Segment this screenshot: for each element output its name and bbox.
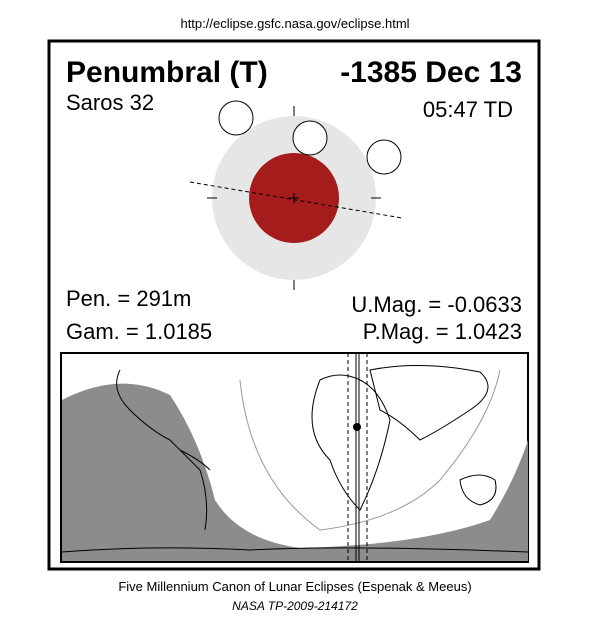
- moon-path: [189, 181, 403, 219]
- footer-ref: NASA TP-2009-214172: [232, 599, 358, 613]
- moon: [218, 100, 254, 136]
- moon: [366, 139, 402, 175]
- source-url: http://eclipse.gsfc.nasa.gov/eclipse.htm…: [180, 16, 409, 31]
- saros: Saros 32: [66, 90, 154, 115]
- penumbral-magnitude: P.Mag. = 1.0423: [363, 319, 522, 344]
- axis-ticks: [207, 106, 381, 290]
- footer-title: Five Millennium Canon of Lunar Eclipses …: [118, 579, 471, 594]
- eclipse-type: Penumbral (T): [66, 56, 268, 89]
- penumbral-duration: Pen. = 291m: [66, 286, 191, 311]
- moon: [292, 120, 328, 156]
- frame: [47, 39, 541, 571]
- world-map: [60, 352, 529, 563]
- eclipse-date: -1385 Dec 13: [340, 56, 522, 89]
- gamma: Gam. = 1.0185: [66, 319, 212, 344]
- time: 05:47 TD: [423, 97, 513, 122]
- umbral-magnitude: U.Mag. = -0.0633: [351, 292, 522, 317]
